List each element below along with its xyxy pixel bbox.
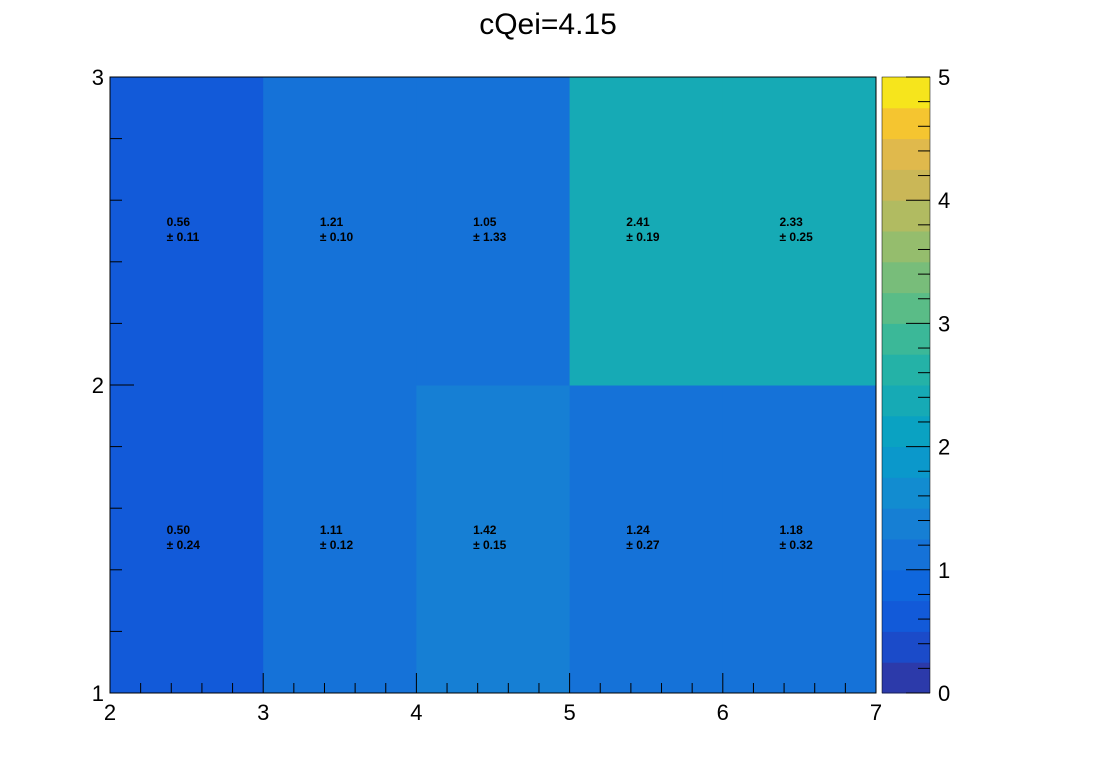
cell-error-label: ± 0.12 [320, 538, 354, 552]
y-tick-label: 2 [92, 373, 104, 398]
x-tick-label: 3 [257, 700, 269, 725]
colorbar-band [882, 169, 930, 201]
x-tick-label: 6 [717, 700, 729, 725]
x-tick-label: 5 [563, 700, 575, 725]
y-tick-label: 3 [92, 65, 104, 90]
colorbar-band [882, 138, 930, 170]
colorbar-band [882, 323, 930, 355]
heatmap-cell [416, 385, 571, 694]
heatmap-cell [263, 77, 417, 386]
x-tick-label: 2 [104, 700, 116, 725]
heatmap-cell [569, 385, 724, 694]
colorbar-band [882, 446, 930, 478]
cell-error-label: ± 0.32 [779, 538, 813, 552]
cell-value-label: 0.56 [167, 215, 191, 229]
colorbar-band [882, 292, 930, 324]
cell-error-label: ± 0.27 [626, 538, 660, 552]
colorbar-band [882, 539, 930, 571]
heatmap-cell [110, 77, 264, 386]
cell-value-label: 2.41 [626, 215, 650, 229]
colorbar-tick-label: 0 [938, 681, 950, 706]
colorbar-band [882, 600, 930, 632]
colorbar-band [882, 231, 930, 263]
cell-error-label: ± 0.11 [167, 230, 200, 244]
colorbar-band [882, 662, 930, 694]
heatmap-cell [722, 77, 877, 386]
colorbar-band [882, 107, 930, 140]
colorbar-band [882, 477, 930, 509]
heatmap-cell [569, 77, 724, 386]
cell-error-label: ± 0.10 [320, 230, 354, 244]
x-tick-label: 7 [870, 700, 882, 725]
cell-error-label: ± 0.15 [473, 538, 507, 552]
heatmap-cell [263, 385, 417, 694]
cell-error-label: ± 1.33 [473, 230, 507, 244]
colorbar-band [882, 261, 930, 294]
cell-value-label: 1.05 [473, 215, 497, 229]
cell-value-label: 0.50 [167, 523, 191, 537]
cell-value-label: 1.24 [626, 523, 650, 537]
cell-value-label: 1.21 [320, 215, 344, 229]
cell-error-label: ± 0.24 [167, 538, 201, 552]
heatmap-cell [416, 77, 571, 386]
colorbar-tick-label: 4 [938, 188, 950, 213]
cell-error-label: ± 0.19 [626, 230, 660, 244]
colorbar-tick-label: 2 [938, 435, 950, 460]
colorbar-band [882, 631, 930, 663]
colorbar-band [882, 385, 930, 417]
heatmap-cell [110, 385, 264, 694]
y-tick-label: 1 [92, 681, 104, 706]
cell-value-label: 2.33 [779, 215, 803, 229]
x-tick-label: 4 [410, 700, 422, 725]
colorbar-band [882, 200, 930, 232]
colorbar-band [882, 77, 930, 109]
cell-value-label: 1.18 [779, 523, 803, 537]
colorbar-tick-label: 3 [938, 311, 950, 336]
colorbar-band [882, 508, 930, 540]
heatmap-cell [722, 385, 877, 694]
cell-error-label: ± 0.25 [779, 230, 813, 244]
colorbar-band [882, 354, 930, 386]
cell-value-label: 1.11 [320, 523, 343, 537]
colorbar-band [882, 415, 930, 448]
cell-value-label: 1.42 [473, 523, 497, 537]
colorbar-tick-label: 5 [938, 65, 950, 90]
colorbar-tick-label: 1 [938, 558, 950, 583]
chart-title: cQei=4.15 [479, 8, 617, 41]
colorbar-band [882, 569, 930, 602]
